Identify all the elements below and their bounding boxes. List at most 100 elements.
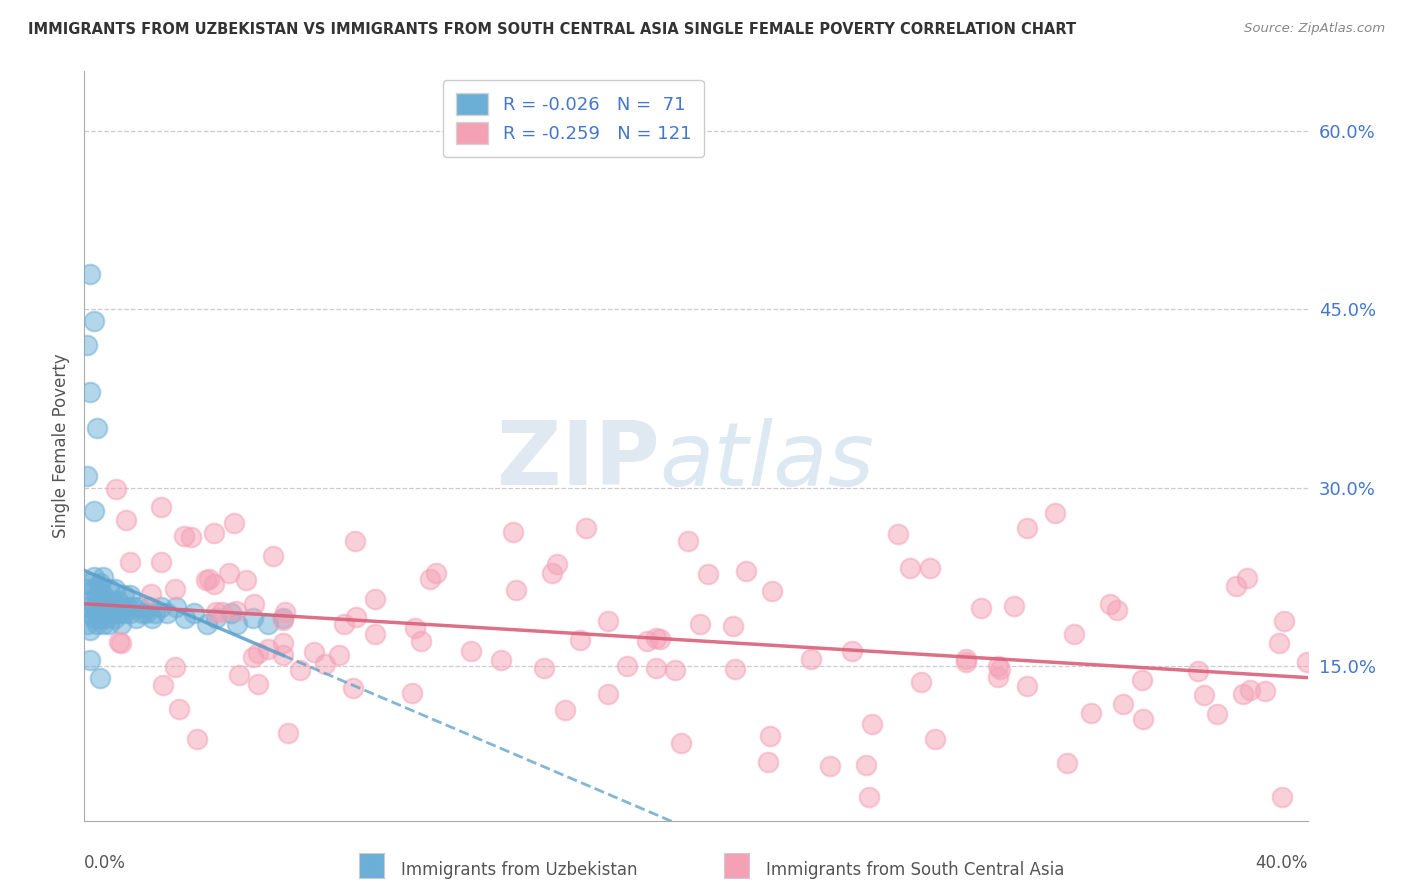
Point	[1132, 712, 1154, 726]
Point	[79, 593, 101, 607]
Point	[262, 549, 284, 563]
Point	[165, 582, 187, 596]
Y-axis label: Single Female Poverty: Single Female Poverty	[52, 354, 70, 538]
Point	[195, 573, 218, 587]
Point	[128, 599, 150, 614]
Point	[489, 653, 512, 667]
Point	[104, 611, 127, 625]
Point	[302, 645, 325, 659]
Point	[1098, 598, 1121, 612]
Point	[1232, 688, 1254, 702]
Point	[761, 584, 783, 599]
Point	[205, 605, 228, 619]
Point	[83, 570, 105, 584]
Point	[1236, 571, 1258, 585]
Point	[724, 662, 747, 676]
Point	[419, 572, 441, 586]
Point	[173, 529, 195, 543]
Point	[156, 606, 179, 620]
Text: Immigrants from Uzbekistan: Immigrants from Uzbekistan	[401, 861, 637, 879]
Point	[86, 588, 108, 602]
Point	[218, 566, 240, 580]
Point	[342, 681, 364, 695]
Point	[273, 605, 295, 619]
Point	[1002, 599, 1025, 613]
Point	[246, 677, 269, 691]
Point	[94, 611, 117, 625]
Point	[204, 525, 226, 540]
Point	[165, 599, 187, 614]
Point	[676, 533, 699, 548]
Point	[645, 661, 668, 675]
Point	[91, 617, 114, 632]
Point	[83, 611, 105, 625]
Point	[76, 468, 98, 483]
Point	[1239, 682, 1261, 697]
Point	[125, 611, 148, 625]
Point	[115, 599, 138, 614]
Point	[120, 606, 142, 620]
Point	[79, 385, 101, 400]
Point	[143, 606, 166, 620]
Point	[425, 566, 447, 580]
Point	[502, 525, 524, 540]
Point	[271, 636, 294, 650]
Point	[328, 648, 350, 663]
Point	[91, 570, 114, 584]
Point	[1272, 614, 1295, 628]
Point	[1017, 521, 1039, 535]
Point	[898, 561, 921, 575]
Point	[575, 521, 598, 535]
Point	[76, 582, 98, 596]
Text: 0.0%: 0.0%	[84, 855, 127, 872]
Point	[344, 609, 367, 624]
Point	[288, 663, 311, 677]
Point	[89, 575, 111, 590]
Point	[135, 606, 157, 620]
Point	[1105, 602, 1128, 616]
Point	[79, 653, 101, 667]
Point	[120, 588, 142, 602]
Point	[89, 582, 111, 596]
Text: atlas: atlas	[659, 418, 875, 504]
Point	[91, 599, 114, 614]
Point	[205, 611, 228, 625]
Point	[756, 755, 779, 769]
Point	[333, 616, 356, 631]
Point	[107, 606, 129, 620]
Point	[167, 701, 190, 715]
Text: IMMIGRANTS FROM UZBEKISTAN VS IMMIGRANTS FROM SOUTH CENTRAL ASIA SINGLE FEMALE P: IMMIGRANTS FROM UZBEKISTAN VS IMMIGRANTS…	[28, 22, 1076, 37]
Legend: R = -0.026   N =  71, R = -0.259   N = 121: R = -0.026 N = 71, R = -0.259 N = 121	[443, 80, 704, 157]
Point	[568, 633, 591, 648]
Point	[1043, 507, 1066, 521]
Point	[955, 656, 977, 670]
Point	[1296, 656, 1319, 670]
Point	[505, 582, 527, 597]
Point	[364, 591, 387, 606]
Point	[277, 726, 299, 740]
Point	[841, 644, 863, 658]
Point	[887, 527, 910, 541]
Point	[97, 617, 120, 632]
Point	[79, 575, 101, 590]
Point	[664, 663, 686, 677]
Point	[83, 599, 105, 614]
Text: ZIP: ZIP	[496, 417, 659, 505]
Point	[616, 659, 638, 673]
Point	[257, 617, 280, 632]
Point	[669, 736, 692, 750]
Point	[644, 632, 666, 646]
Point	[86, 606, 108, 620]
Point	[636, 633, 658, 648]
Text: 40.0%: 40.0%	[1256, 855, 1308, 872]
Point	[219, 606, 242, 620]
Point	[818, 758, 841, 772]
Point	[79, 624, 101, 638]
Point	[910, 674, 932, 689]
Point	[554, 703, 576, 717]
Point	[91, 588, 114, 602]
Point	[598, 614, 620, 628]
Point	[697, 567, 720, 582]
Point	[83, 504, 105, 518]
Point	[76, 617, 98, 632]
